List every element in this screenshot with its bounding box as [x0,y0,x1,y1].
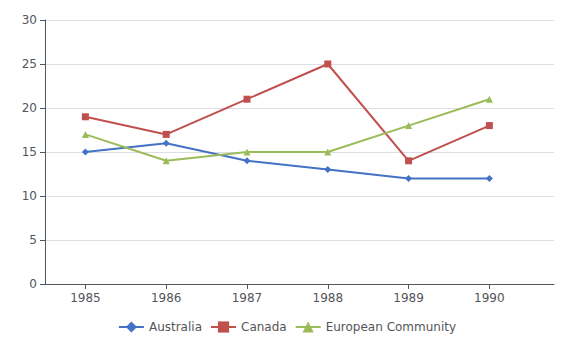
svg-text:Canada: Canada [241,320,287,334]
svg-text:0: 0 [29,277,37,291]
svg-text:20: 20 [22,101,37,115]
svg-text:5: 5 [29,233,37,247]
svg-text:15: 15 [22,145,37,159]
svg-text:1990: 1990 [474,291,505,305]
svg-text:1986: 1986 [151,291,182,305]
svg-text:Australia: Australia [149,320,202,334]
svg-text:25: 25 [22,57,37,71]
svg-text:European Community: European Community [326,320,456,334]
svg-text:1989: 1989 [393,291,424,305]
svg-text:10: 10 [22,189,37,203]
svg-text:30: 30 [22,13,37,27]
svg-text:1987: 1987 [232,291,263,305]
svg-text:1985: 1985 [70,291,101,305]
svg-text:1988: 1988 [313,291,344,305]
